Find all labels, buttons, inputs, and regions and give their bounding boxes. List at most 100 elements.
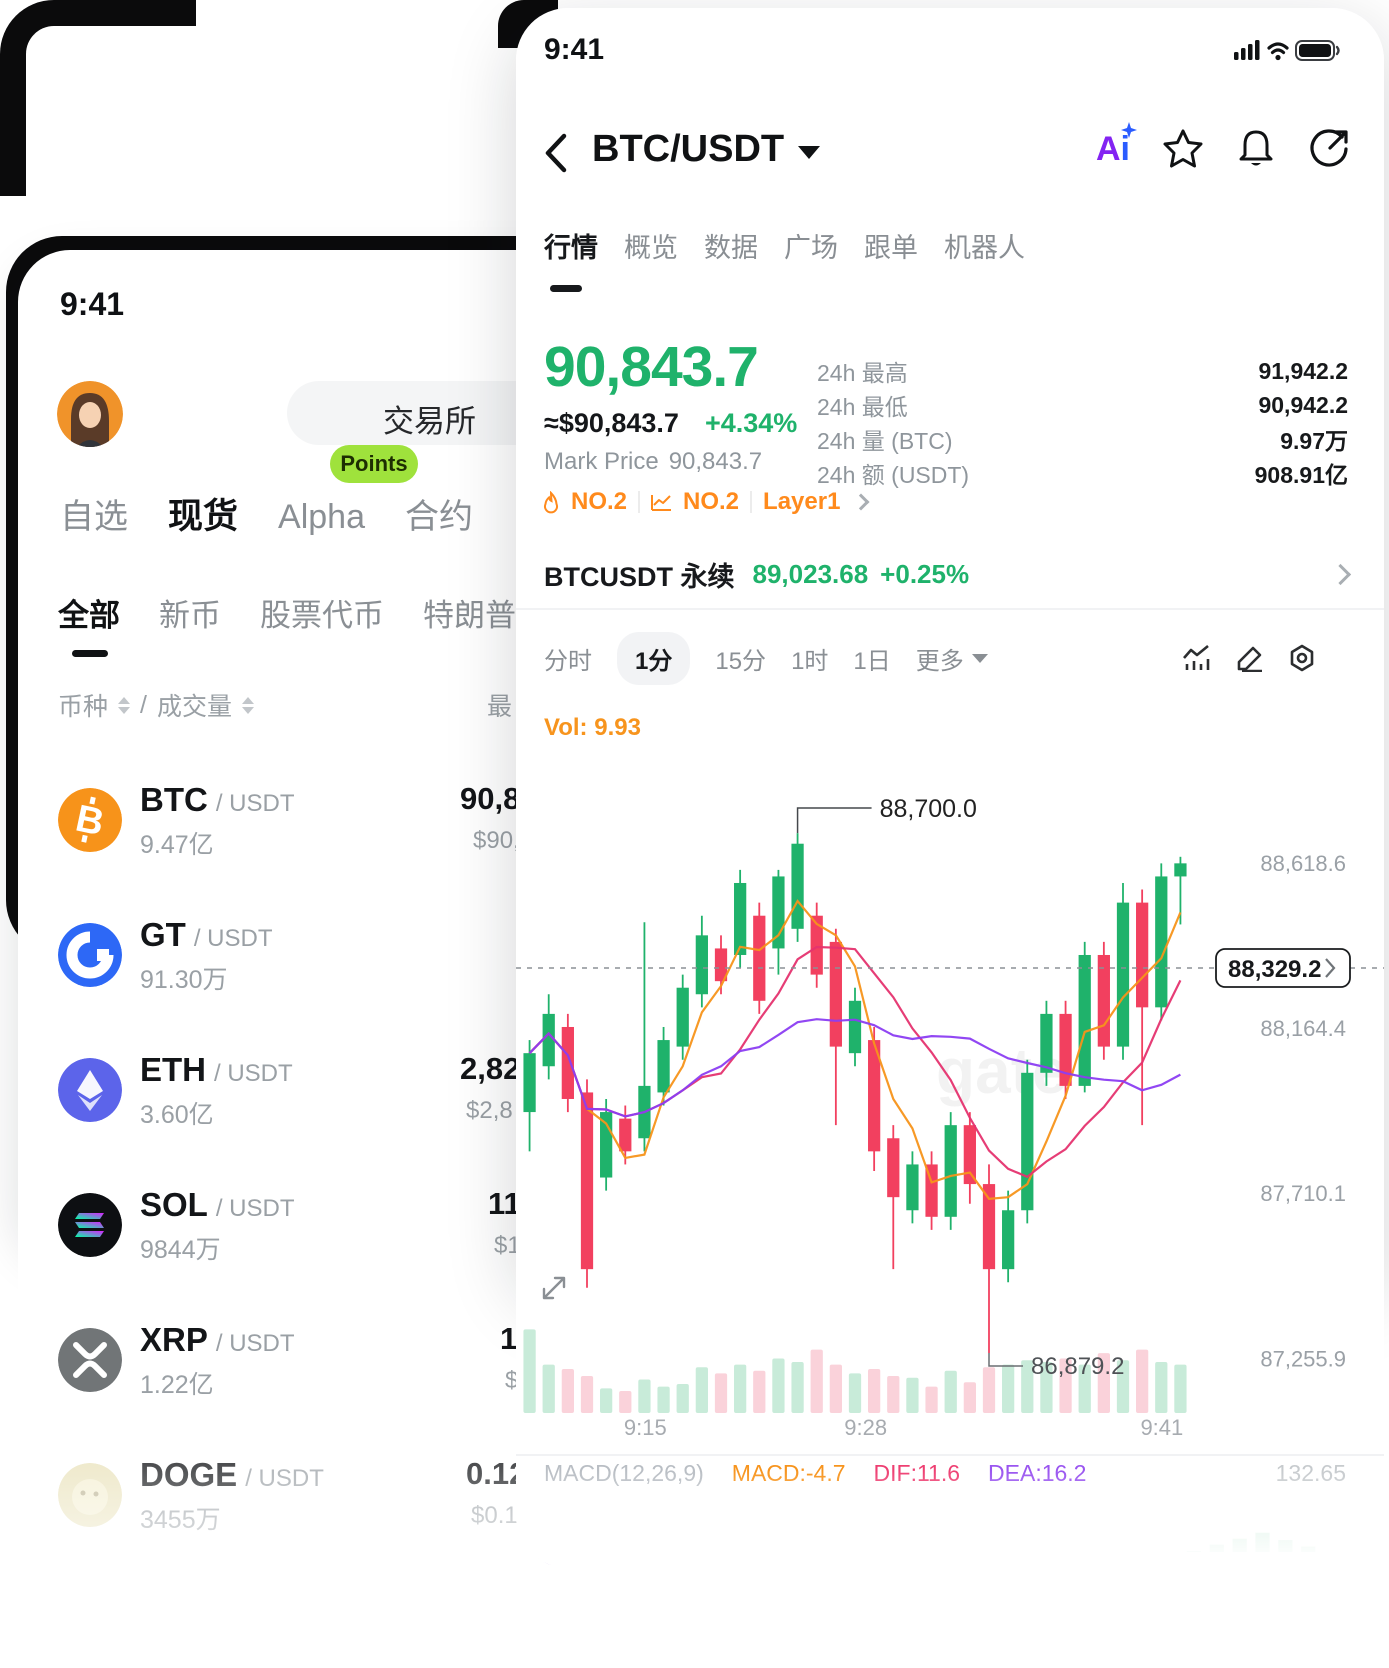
avatar[interactable] xyxy=(57,381,123,447)
indicator-icon[interactable] xyxy=(1182,644,1212,672)
volume-label: Vol: 9.93 xyxy=(544,714,641,741)
settings-icon[interactable] xyxy=(1288,644,1316,672)
tf-15min[interactable]: 15分 xyxy=(715,647,767,675)
tf-1hour[interactable]: 1时 xyxy=(791,647,829,675)
stat-value: 908.91亿 xyxy=(1254,462,1348,488)
alert-bell-icon[interactable] xyxy=(1236,128,1276,170)
perp-price: 89,023.68 xyxy=(752,558,869,589)
page-tabs: 行情 概览 数据 广场 跟单 机器人 xyxy=(544,226,1025,265)
svg-text:88,329.2: 88,329.2 xyxy=(1228,956,1321,983)
draw-pencil-icon[interactable] xyxy=(1236,644,1264,672)
chevron-right-icon xyxy=(852,493,870,511)
perpetual-row[interactable]: BTCUSDT 永续 89,023.68 +0.25% xyxy=(544,552,1352,596)
favorite-star-icon[interactable] xyxy=(1162,128,1204,170)
last-price: 90,843.7 xyxy=(544,335,759,399)
table-header: 币种 / 成交量 xyxy=(58,687,254,723)
tab-square[interactable]: 广场 xyxy=(784,233,838,263)
stat-label: 24h 最高 xyxy=(817,360,908,386)
tab-copy-trading[interactable]: 跟单 xyxy=(864,233,918,263)
svg-text:9:28: 9:28 xyxy=(844,1415,887,1440)
ai-assistant-icon[interactable]: Ai xyxy=(1096,122,1137,172)
coin-volume: 1.22亿 xyxy=(140,1371,214,1399)
tab-alpha[interactable]: Alpha xyxy=(278,498,365,536)
divider xyxy=(516,608,1384,610)
mark-price-label: Mark Price xyxy=(544,448,659,475)
list-item-btc[interactable]: B BTC / USDT 9.47亿 90,8 $90, xyxy=(18,753,1018,888)
coin-price: 11 xyxy=(488,1186,521,1221)
tab-futures[interactable]: 合约 xyxy=(404,498,473,536)
coin-pair: / USDT xyxy=(215,790,295,817)
col-coin[interactable]: 币种 xyxy=(58,693,109,721)
rank-badge-hot: NO.2 xyxy=(571,488,628,515)
timeframe-bar: 分时 1分 15分 1时 1日 更多 xyxy=(544,631,988,685)
tf-more[interactable]: 更多 xyxy=(916,641,988,676)
gt-icon xyxy=(58,923,122,987)
tab-favorites[interactable]: 自选 xyxy=(60,498,128,536)
eth-icon xyxy=(58,1058,122,1122)
tf-time-sharing[interactable]: 分时 xyxy=(544,647,592,675)
change-24h: +4.34% xyxy=(704,408,798,438)
pair-header: BTC/USDT Ai xyxy=(516,122,1384,182)
tf-1day[interactable]: 1日 xyxy=(853,647,891,675)
subtab-stock-tokens[interactable]: 股票代币 xyxy=(260,598,384,633)
svg-text:86,879.2: 86,879.2 xyxy=(1031,1353,1124,1380)
coin-price: 1 xyxy=(500,1321,518,1356)
col-volume[interactable]: 成交量 xyxy=(156,693,232,721)
coin-price: 90,8 xyxy=(460,781,521,816)
chevron-right-icon xyxy=(1329,563,1352,585)
coin-symbol: GT xyxy=(140,916,186,953)
background-phone-corner xyxy=(0,0,196,196)
tf-1min[interactable]: 1分 xyxy=(617,631,691,685)
battery-icon xyxy=(1295,40,1340,61)
coin-pair: / USDT xyxy=(215,1195,295,1222)
coin-fiat: $90, xyxy=(473,827,520,854)
svg-text:88,164.4: 88,164.4 xyxy=(1260,1016,1346,1041)
coin-fiat: $2,8 xyxy=(466,1097,513,1124)
back-icon[interactable] xyxy=(542,132,568,174)
coin-volume: 9844万 xyxy=(140,1236,221,1264)
stat-value: 90,942.2 xyxy=(1258,391,1348,418)
rank-badges[interactable]: NO.2 NO.2 Layer1 xyxy=(542,488,870,516)
chevron-down-icon xyxy=(798,146,821,159)
coin-pair: / USDT xyxy=(215,1330,295,1357)
mark-price-row: Mark Price 90,843.7 xyxy=(544,448,762,476)
pair-selector[interactable]: BTC/USDT xyxy=(592,128,821,171)
subtab-trump[interactable]: 特朗普 xyxy=(423,598,516,633)
chevron-down-icon xyxy=(971,653,988,663)
rank-badge-volume: NO.2 xyxy=(683,488,740,515)
sort-icon[interactable] xyxy=(241,696,254,714)
coin-fiat: $ xyxy=(505,1367,519,1394)
subtab-new[interactable]: 新币 xyxy=(159,598,221,633)
tab-bots[interactable]: 机器人 xyxy=(944,233,1025,263)
tab-overview[interactable]: 概览 xyxy=(624,233,678,263)
coin-pair: / USDT xyxy=(214,1060,293,1087)
divider xyxy=(750,491,753,513)
coin-pair: / USDT xyxy=(193,925,273,952)
stat-label: 24h 量 (BTC) xyxy=(817,428,953,454)
divider xyxy=(638,491,641,513)
market-subtabs: 全部 新币 股票代币 特朗普 xyxy=(58,590,516,635)
subtab-all[interactable]: 全部 xyxy=(58,598,120,633)
sol-icon xyxy=(58,1193,122,1257)
share-icon[interactable] xyxy=(1308,128,1350,170)
svg-text:88,618.6: 88,618.6 xyxy=(1260,851,1346,876)
list-item-eth[interactable]: ETH / USDT 3.60亿 2,82 $2,8 xyxy=(18,1023,1018,1158)
svg-text:87,710.1: 87,710.1 xyxy=(1260,1181,1346,1206)
tab-quotes[interactable]: 行情 xyxy=(544,233,598,263)
coin-price: 2,82 xyxy=(460,1051,521,1086)
xrp-icon xyxy=(58,1328,122,1392)
list-item-gt[interactable]: GT / USDT 91.30万 xyxy=(18,888,1018,1023)
svg-text:9:41: 9:41 xyxy=(1140,1415,1183,1440)
list-item-xrp[interactable]: XRP / USDT 1.22亿 1 $ xyxy=(18,1293,1018,1428)
tab-spot[interactable]: 现货 xyxy=(168,497,239,536)
stat-value: 9.97万 xyxy=(1280,428,1348,454)
sort-icon[interactable] xyxy=(118,696,131,714)
tab-data[interactable]: 数据 xyxy=(704,233,758,263)
candlestick-chart[interactable]: gate88,329.288,700.086,879.288,618.688,1… xyxy=(516,698,1384,1446)
cellular-icon xyxy=(1234,40,1260,60)
pair-title: BTC/USDT xyxy=(592,128,785,170)
stat-label: 24h 额 (USDT) xyxy=(817,462,970,488)
status-icons xyxy=(1234,40,1340,61)
col-price-fragment: 最 xyxy=(487,693,513,721)
